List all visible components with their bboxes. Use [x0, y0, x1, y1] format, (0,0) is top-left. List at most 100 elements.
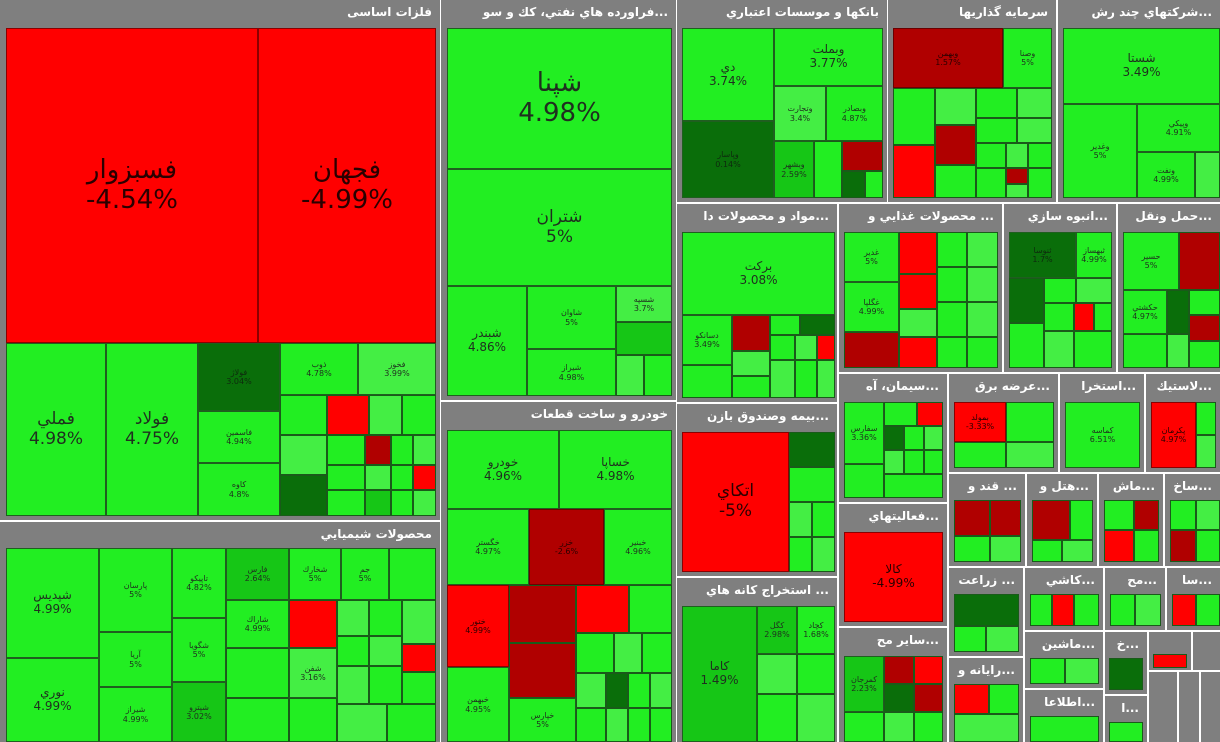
- small-tile[interactable]: [391, 435, 413, 465]
- small-tile[interactable]: [899, 309, 937, 337]
- sector-machinery-small[interactable]: ...ماش: [1099, 474, 1163, 566]
- sector-small[interactable]: [1149, 672, 1177, 742]
- small-tile[interactable]: [369, 600, 402, 636]
- small-tile[interactable]: [814, 141, 842, 198]
- small-tile[interactable]: [616, 355, 644, 396]
- small-tile[interactable]: [1196, 530, 1220, 562]
- small-tile[interactable]: [1006, 143, 1028, 168]
- sector-extraction[interactable]: ...استخرا كماسه 6.51%: [1060, 374, 1144, 472]
- small-tile[interactable]: [935, 88, 976, 125]
- small-tile[interactable]: [1153, 654, 1187, 668]
- sector-rubber-plastic[interactable]: ...لاستيك پكرمان 4.97%: [1146, 374, 1220, 472]
- stock-tile[interactable]: كاوه 4.8%: [198, 463, 280, 516]
- small-tile[interactable]: [990, 500, 1021, 536]
- small-tile[interactable]: [812, 537, 835, 572]
- sector-kh[interactable]: ...خ: [1105, 632, 1147, 694]
- small-tile[interactable]: [1044, 331, 1074, 368]
- stock-tile[interactable]: شيراز 4.98%: [527, 349, 616, 396]
- small-tile[interactable]: [899, 337, 937, 368]
- small-tile[interactable]: [1109, 658, 1143, 690]
- stock-tile[interactable]: وبهمن 1.57%: [893, 28, 1003, 88]
- stock-tile[interactable]: شتران 5%: [447, 169, 672, 286]
- sector-sugar[interactable]: ... قند و: [949, 474, 1025, 566]
- stock-tile[interactable]: ونفت 4.99%: [1137, 152, 1195, 198]
- small-tile[interactable]: [844, 712, 884, 742]
- small-tile[interactable]: [1074, 594, 1099, 626]
- small-tile[interactable]: [844, 332, 899, 368]
- small-tile[interactable]: [899, 274, 937, 309]
- small-tile[interactable]: [1104, 500, 1134, 530]
- small-tile[interactable]: [757, 654, 797, 694]
- small-tile[interactable]: [954, 500, 990, 536]
- stock-tile[interactable]: فولاد 4.75%: [106, 343, 198, 516]
- small-tile[interactable]: [1189, 315, 1220, 341]
- stock-tile[interactable]: اتكاي -5%: [682, 432, 789, 572]
- small-tile[interactable]: [954, 442, 1006, 468]
- stock-tile[interactable]: بركت 3.08%: [682, 232, 835, 315]
- small-tile[interactable]: [1006, 168, 1028, 184]
- small-tile[interactable]: [789, 537, 812, 572]
- small-tile[interactable]: [289, 600, 337, 648]
- small-tile[interactable]: [770, 335, 795, 360]
- sector-power[interactable]: ...عرضه برق بمولد -3.33%: [949, 374, 1058, 472]
- small-tile[interactable]: [976, 118, 1017, 143]
- stock-tile[interactable]: شپديس 4.99%: [6, 548, 99, 658]
- sector-other-mining[interactable]: ...ساير مح كمرجان 2.23%: [839, 628, 947, 742]
- small-tile[interactable]: [628, 708, 650, 742]
- small-tile[interactable]: [732, 351, 770, 376]
- small-tile[interactable]: [629, 585, 672, 633]
- sector-small[interactable]: [1149, 632, 1191, 670]
- small-tile[interactable]: [1196, 500, 1220, 530]
- small-tile[interactable]: [365, 490, 391, 516]
- small-tile[interactable]: [369, 395, 402, 435]
- stock-tile[interactable]: بمولد -3.33%: [954, 402, 1006, 442]
- stock-tile[interactable]: وبملت 3.77%: [774, 28, 883, 86]
- small-tile[interactable]: [914, 684, 943, 712]
- small-tile[interactable]: [789, 432, 835, 467]
- stock-tile[interactable]: شبندر 4.86%: [447, 286, 527, 396]
- small-tile[interactable]: [954, 714, 1019, 742]
- small-tile[interactable]: [509, 643, 576, 698]
- small-tile[interactable]: [606, 673, 628, 708]
- small-tile[interactable]: [937, 337, 967, 368]
- small-tile[interactable]: [402, 600, 436, 644]
- small-tile[interactable]: [1065, 658, 1099, 684]
- stock-tile[interactable]: شگويا 5%: [172, 618, 226, 682]
- stock-tile[interactable]: شسپه 3.7%: [616, 286, 672, 322]
- small-tile[interactable]: [800, 315, 835, 335]
- small-tile[interactable]: [1196, 402, 1216, 435]
- small-tile[interactable]: [1070, 500, 1093, 540]
- stock-tile[interactable]: فولاژ 3.04%: [198, 343, 280, 411]
- small-tile[interactable]: [732, 315, 770, 351]
- small-tile[interactable]: [990, 536, 1021, 562]
- sector-invest[interactable]: سرمايه گذاريها وبهمن 1.57% وصنا 5%: [888, 0, 1056, 202]
- small-tile[interactable]: [280, 395, 327, 435]
- small-tile[interactable]: [842, 171, 865, 198]
- small-tile[interactable]: [795, 335, 817, 360]
- stock-tile[interactable]: خبهمن 4.95%: [447, 667, 509, 742]
- small-tile[interactable]: [1189, 290, 1220, 315]
- small-tile[interactable]: [650, 673, 672, 708]
- stock-tile[interactable]: كمرجان 2.23%: [844, 656, 884, 712]
- small-tile[interactable]: [337, 704, 387, 742]
- small-tile[interactable]: [402, 644, 436, 672]
- stock-tile[interactable]: وغدير 5%: [1063, 104, 1137, 198]
- sector-mah[interactable]: ...مح: [1105, 568, 1165, 630]
- small-tile[interactable]: [1028, 143, 1052, 168]
- small-tile[interactable]: [391, 465, 413, 490]
- small-tile[interactable]: [884, 712, 914, 742]
- small-tile[interactable]: [1044, 303, 1074, 331]
- small-tile[interactable]: [280, 435, 327, 475]
- small-tile[interactable]: [1074, 303, 1094, 331]
- small-tile[interactable]: [865, 171, 883, 198]
- sector-activities[interactable]: ...فعاليتهاي كالا -4.99%: [839, 504, 947, 626]
- stock-tile[interactable]: جم 5%: [341, 548, 389, 600]
- stock-tile[interactable]: فاسمين 4.94%: [198, 411, 280, 463]
- small-tile[interactable]: [391, 490, 413, 516]
- small-tile[interactable]: [914, 656, 943, 684]
- stock-tile[interactable]: پكرمان 4.97%: [1151, 402, 1196, 468]
- small-tile[interactable]: [1006, 442, 1054, 468]
- sector-hotel[interactable]: ...هتل و: [1027, 474, 1097, 566]
- small-tile[interactable]: [1172, 594, 1196, 626]
- small-tile[interactable]: [614, 633, 642, 673]
